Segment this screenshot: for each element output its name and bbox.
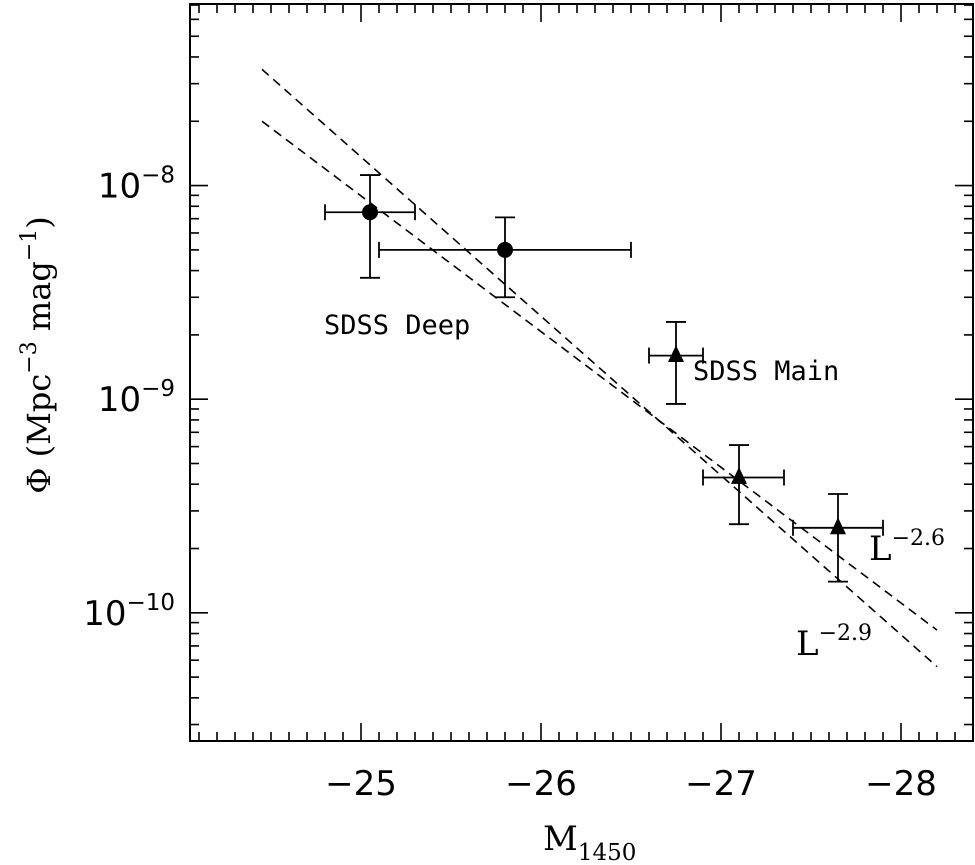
data-point-triangle	[668, 345, 684, 362]
x-tick-label: −25	[325, 764, 397, 804]
data-point-circle	[497, 241, 513, 258]
x-tick-label: −26	[505, 764, 577, 804]
x-tick-label: −27	[685, 764, 757, 804]
y-tick-labels: 10−8 10−9 10−10	[83, 163, 175, 634]
y-axis-title: Φ (Mpc−3 mag−1)	[17, 216, 58, 494]
data-points	[324, 174, 884, 583]
sdss-deep-label: SDSS Deep	[324, 310, 470, 341]
x-axis-title: M1450	[543, 819, 636, 865]
fit-line-1	[261, 68, 938, 668]
data-point-triangle	[830, 517, 846, 535]
fit-label-2p9: L−2.9	[796, 621, 872, 664]
y-tick-label: 10−8	[98, 163, 175, 207]
sdss-main-label: SDSS Main	[693, 356, 839, 387]
plot-frame	[189, 3, 974, 742]
data-point-triangle	[731, 467, 747, 484]
x-tick-label: −28	[865, 764, 937, 804]
y-tick-label: 10−9	[98, 376, 175, 420]
y-tick-label: 10−10	[83, 590, 175, 634]
axis-ticks	[190, 4, 973, 741]
fit-label-2p6: L−2.6	[869, 526, 945, 569]
data-point-circle	[362, 204, 378, 221]
x-tick-labels: −25 −26 −27 −28	[325, 764, 937, 804]
